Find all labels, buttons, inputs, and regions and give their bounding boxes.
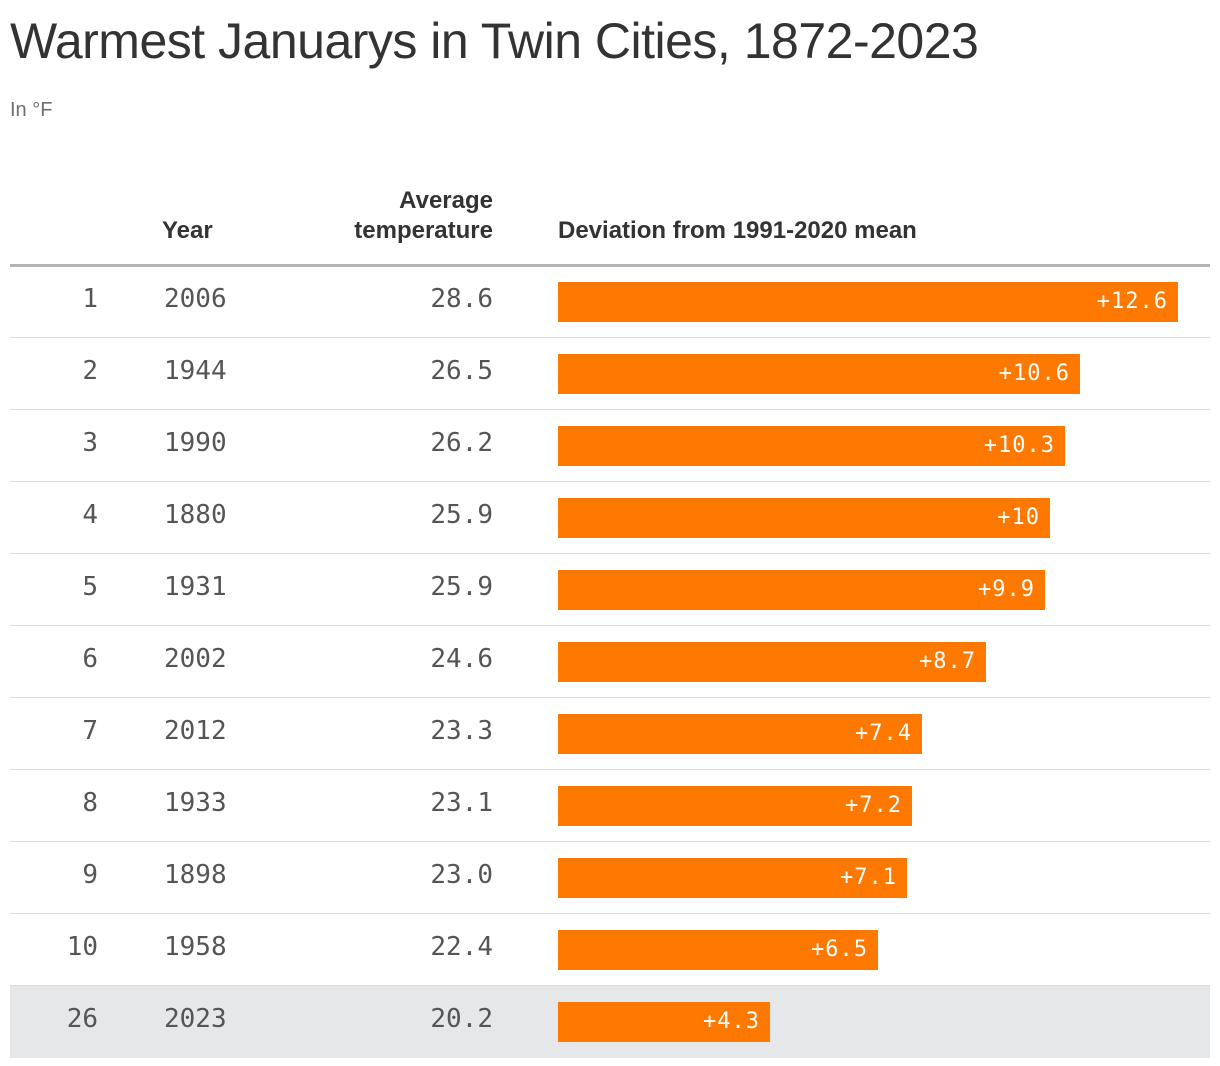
deviation-label: +10.6 <box>998 361 1070 386</box>
table-row: 8 1933 23.1 +7.2 <box>10 770 1210 842</box>
table-row: 6 2002 24.6 +8.7 <box>10 626 1210 698</box>
year-cell: 1944 <box>164 356 227 386</box>
chart-subtitle: In °F <box>10 99 53 121</box>
table-row: 26 2023 20.2 +4.3 <box>10 986 1210 1058</box>
deviation-bar: +7.2 <box>558 786 912 826</box>
deviation-bar: +6.5 <box>558 930 878 970</box>
average-temperature-cell: 25.9 <box>430 500 493 530</box>
deviation-label: +10 <box>997 505 1040 530</box>
average-temperature-cell: 24.6 <box>430 644 493 674</box>
chart-title: Warmest Januarys in Twin Cities, 1872-20… <box>10 13 979 69</box>
rank-cell: 4 <box>82 500 98 530</box>
deviation-bar: +4.3 <box>558 1002 770 1042</box>
year-cell: 2012 <box>164 716 227 746</box>
deviation-bar: +10.3 <box>558 426 1065 466</box>
deviation-bar: +7.1 <box>558 858 907 898</box>
rank-cell: 9 <box>82 860 98 890</box>
deviation-label: +8.7 <box>919 649 976 674</box>
year-cell: 1931 <box>164 572 227 602</box>
year-cell: 1990 <box>164 428 227 458</box>
average-temperature-cell: 22.4 <box>430 932 493 962</box>
rank-cell: 6 <box>82 644 98 674</box>
deviation-label: +12.6 <box>1096 289 1168 314</box>
rank-cell: 3 <box>82 428 98 458</box>
year-cell: 2006 <box>164 284 227 314</box>
table-row: 4 1880 25.9 +10 <box>10 482 1210 554</box>
rank-cell: 1 <box>82 284 98 314</box>
rank-cell: 26 <box>66 1004 98 1034</box>
deviation-column-header: Deviation from 1991-2020 mean <box>558 217 917 244</box>
table-row: 5 1931 25.9 +9.9 <box>10 554 1210 626</box>
year-cell: 1933 <box>164 788 227 818</box>
deviation-label: +9.9 <box>978 577 1035 602</box>
average-temperature-cell: 26.2 <box>430 428 493 458</box>
table-row: 1 2006 28.6 +12.6 <box>10 266 1210 338</box>
rank-cell: 7 <box>82 716 98 746</box>
year-cell: 2002 <box>164 644 227 674</box>
deviation-bar: +12.6 <box>558 282 1178 322</box>
table-row: 9 1898 23.0 +7.1 <box>10 842 1210 914</box>
deviation-bar: +10.6 <box>558 354 1080 394</box>
average-temperature-cell: 23.0 <box>430 860 493 890</box>
year-cell: 2023 <box>164 1004 227 1034</box>
rank-cell: 10 <box>66 932 98 962</box>
deviation-bar: +7.4 <box>558 714 922 754</box>
table-row: 2 1944 26.5 +10.6 <box>10 338 1210 410</box>
deviation-bar: +9.9 <box>558 570 1045 610</box>
year-column-header: Year <box>162 217 213 244</box>
deviation-label: +7.2 <box>845 793 902 818</box>
deviation-label: +6.5 <box>811 937 868 962</box>
table-row: 3 1990 26.2 +10.3 <box>10 410 1210 482</box>
average-temperature-cell: 23.1 <box>430 788 493 818</box>
average-temperature-cell: 25.9 <box>430 572 493 602</box>
rank-cell: 5 <box>82 572 98 602</box>
table-header: Year Average temperature Deviation from 1… <box>10 180 1210 267</box>
average-temperature-cell: 28.6 <box>430 284 493 314</box>
year-cell: 1958 <box>164 932 227 962</box>
rank-cell: 2 <box>82 356 98 386</box>
table-body: 1 2006 28.6 +12.6 2 1944 26.5 +10.6 3 1990 26.2 +10… <box>10 266 1210 1058</box>
deviation-label: +10.3 <box>983 433 1055 458</box>
rank-cell: 8 <box>82 788 98 818</box>
average-temperature-column-header: Average temperature <box>354 187 493 244</box>
year-cell: 1880 <box>164 500 227 530</box>
table-row: 10 1958 22.4 +6.5 <box>10 914 1210 986</box>
deviation-label: +7.1 <box>840 865 897 890</box>
deviation-bar: +10 <box>558 498 1050 538</box>
average-temperature-cell: 20.2 <box>430 1004 493 1034</box>
average-temperature-cell: 23.3 <box>430 716 493 746</box>
table-row: 7 2012 23.3 +7.4 <box>10 698 1210 770</box>
year-cell: 1898 <box>164 860 227 890</box>
average-temperature-cell: 26.5 <box>430 356 493 386</box>
deviation-bar: +8.7 <box>558 642 986 682</box>
deviation-label: +7.4 <box>855 721 912 746</box>
deviation-label: +4.3 <box>703 1009 760 1034</box>
